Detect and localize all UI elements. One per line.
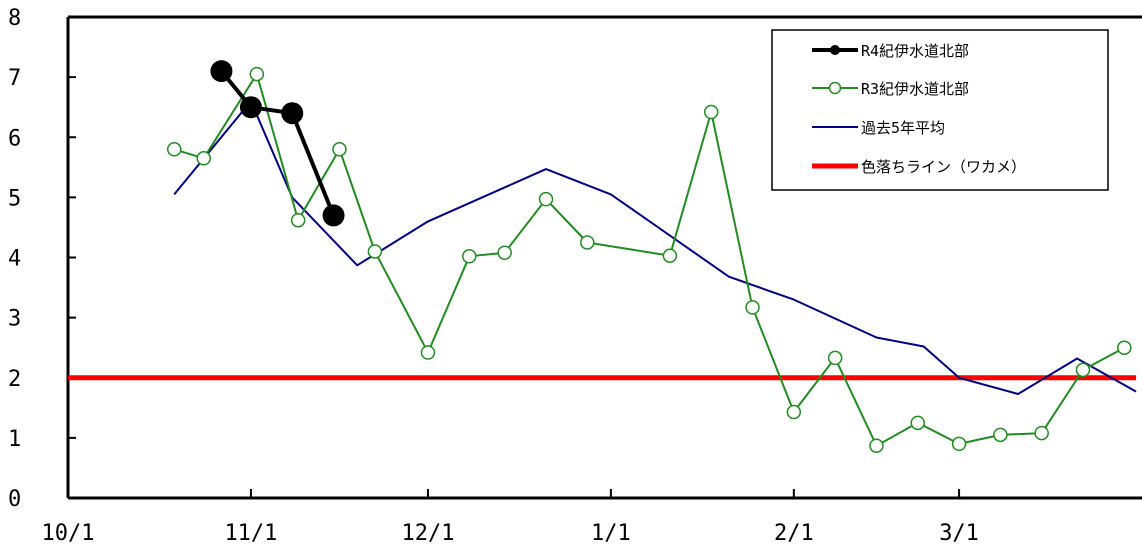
y-tick-label: 4 [8,247,21,272]
data-point [786,404,802,420]
y-tick-label: 7 [8,66,21,91]
data-point [322,204,345,227]
data-point [462,249,477,264]
data-point [497,245,512,260]
data-point [210,60,233,83]
data-point [249,66,265,82]
series-1 [210,60,345,227]
x-tick-label: 3/1 [939,521,979,546]
y-tick-label: 0 [8,487,21,512]
series-line [219,69,336,217]
x-tick-label: 1/1 [591,521,631,546]
data-point [290,212,306,228]
y-tick-label: 3 [8,307,21,332]
legend-entry: 色落ちライン（ワカメ） [812,158,1026,176]
y-tick-label: 2 [8,367,21,392]
data-point [1034,425,1049,441]
series-layer [68,60,1137,453]
x-tick-label: 2/1 [774,521,814,546]
data-point [281,102,304,125]
data-point [745,300,760,315]
data-point [662,248,678,263]
y-tick-label: 8 [8,6,21,31]
legend-label: R3紀伊水道北部 [861,80,969,98]
data-point [910,415,926,431]
y-axis-ticks: 0 1 2 3 4 5 6 7 8 [8,6,76,512]
data-point [196,151,211,166]
legend-marker [828,81,842,95]
y-tick-label: 6 [8,126,21,151]
data-point [367,244,383,259]
y-tick-label: 5 [8,186,21,211]
data-point [580,235,595,250]
x-tick-label: 12/1 [401,521,454,546]
data-point [239,96,262,119]
data-point [703,104,719,120]
data-point [1117,340,1132,355]
data-point [869,438,884,453]
data-point [166,142,182,157]
series-2 [166,66,1132,453]
x-tick-label: 11/1 [224,521,277,546]
data-point [827,350,843,366]
legend-entry: R4紀伊水道北部 [812,42,969,60]
legend-marker [830,45,840,55]
data-point [1075,362,1091,378]
series-3 [173,100,1137,395]
series-line [173,100,1137,395]
x-axis-ticks: 10/1 11/1 12/1 1/1 2/1 3/1 [42,489,979,546]
legend-box [771,29,1109,191]
y-tick-label: 1 [8,427,21,452]
legend-label: R4紀伊水道北部 [861,42,969,60]
data-point [951,436,967,452]
legend-label: 過去5年平均 [861,119,945,137]
data-point [332,142,347,157]
legend-label: 色落ちライン（ワカメ） [861,158,1026,176]
data-point [993,427,1008,443]
data-point [538,191,554,207]
legend-entry: R3紀伊水道北部 [812,80,969,98]
x-tick-label: 10/1 [42,521,95,546]
data-point [420,345,436,360]
legend-entry: 過去5年平均 [812,119,945,137]
